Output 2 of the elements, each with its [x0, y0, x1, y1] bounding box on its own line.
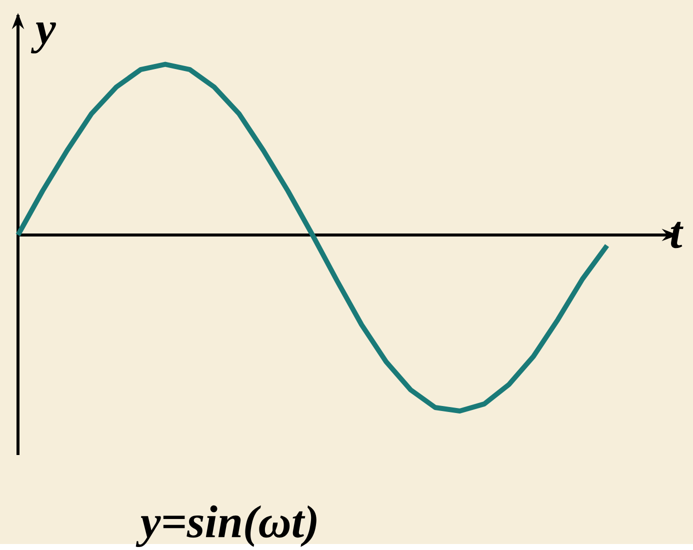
y-axis-title: y [30, 22, 56, 54]
text: y=sin(ωt) [136, 505, 316, 547]
